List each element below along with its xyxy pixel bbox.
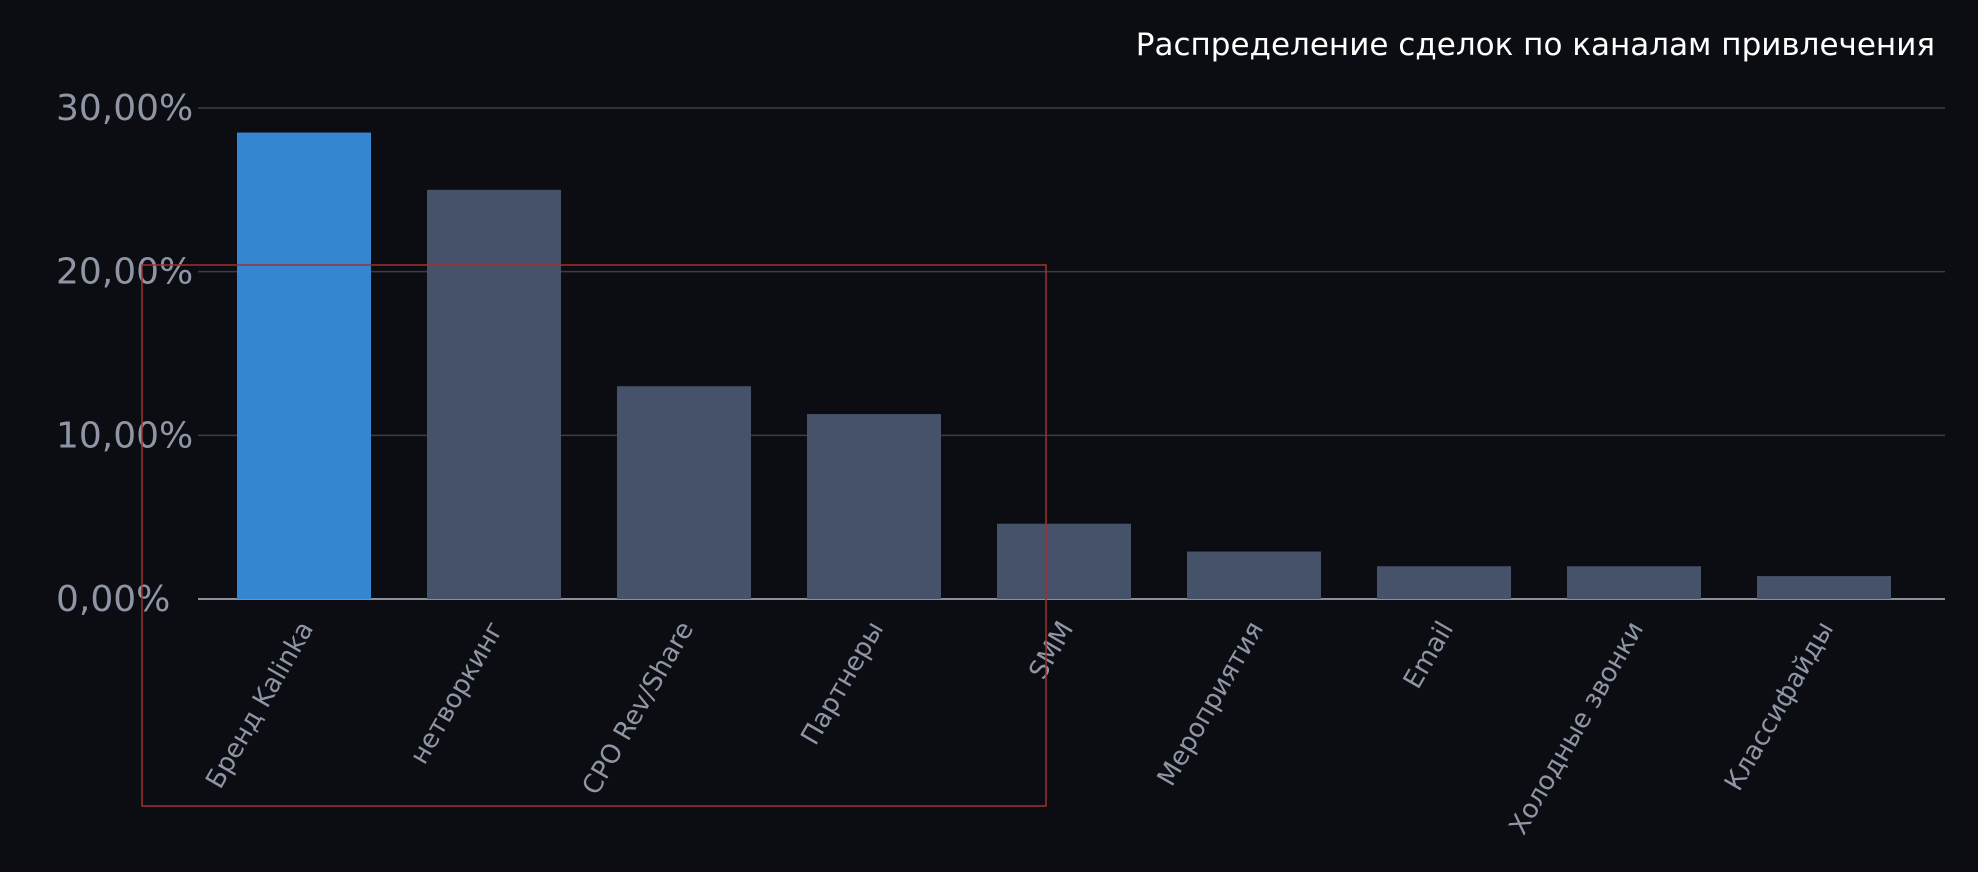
bar xyxy=(1757,576,1891,599)
category-label: нетворкинг xyxy=(405,617,511,770)
bar xyxy=(617,386,751,599)
bars xyxy=(237,132,1891,600)
y-tick-label: 10,00% xyxy=(56,415,193,456)
y-tick-label: 20,00% xyxy=(56,252,193,293)
category-label: Email xyxy=(1398,617,1460,694)
category-label: Бренд Kalinka xyxy=(200,617,320,794)
bar xyxy=(427,189,561,600)
bar xyxy=(1187,551,1321,599)
bar xyxy=(237,132,371,600)
y-tick-label: 0,00% xyxy=(56,579,170,620)
chart-title: Распределение сделок по каналам привлече… xyxy=(1136,27,1935,63)
bar xyxy=(1567,566,1701,599)
category-label: Партнеры xyxy=(795,617,890,751)
category-label: Классифайды xyxy=(1719,617,1840,797)
category-label: SMM xyxy=(1023,617,1080,685)
category-label: CPO Rev/Share xyxy=(577,617,700,801)
category-label: Мероприятия xyxy=(1152,617,1270,792)
category-label: Холодные звонки xyxy=(1504,617,1650,840)
y-axis-ticks: 0,00% 10,00% 20,00% 30,00% xyxy=(56,88,193,620)
y-tick-label: 30,00% xyxy=(56,88,193,129)
annotation-box xyxy=(141,264,1047,807)
bar xyxy=(1377,566,1511,599)
bar xyxy=(807,414,941,599)
bar xyxy=(997,523,1131,599)
